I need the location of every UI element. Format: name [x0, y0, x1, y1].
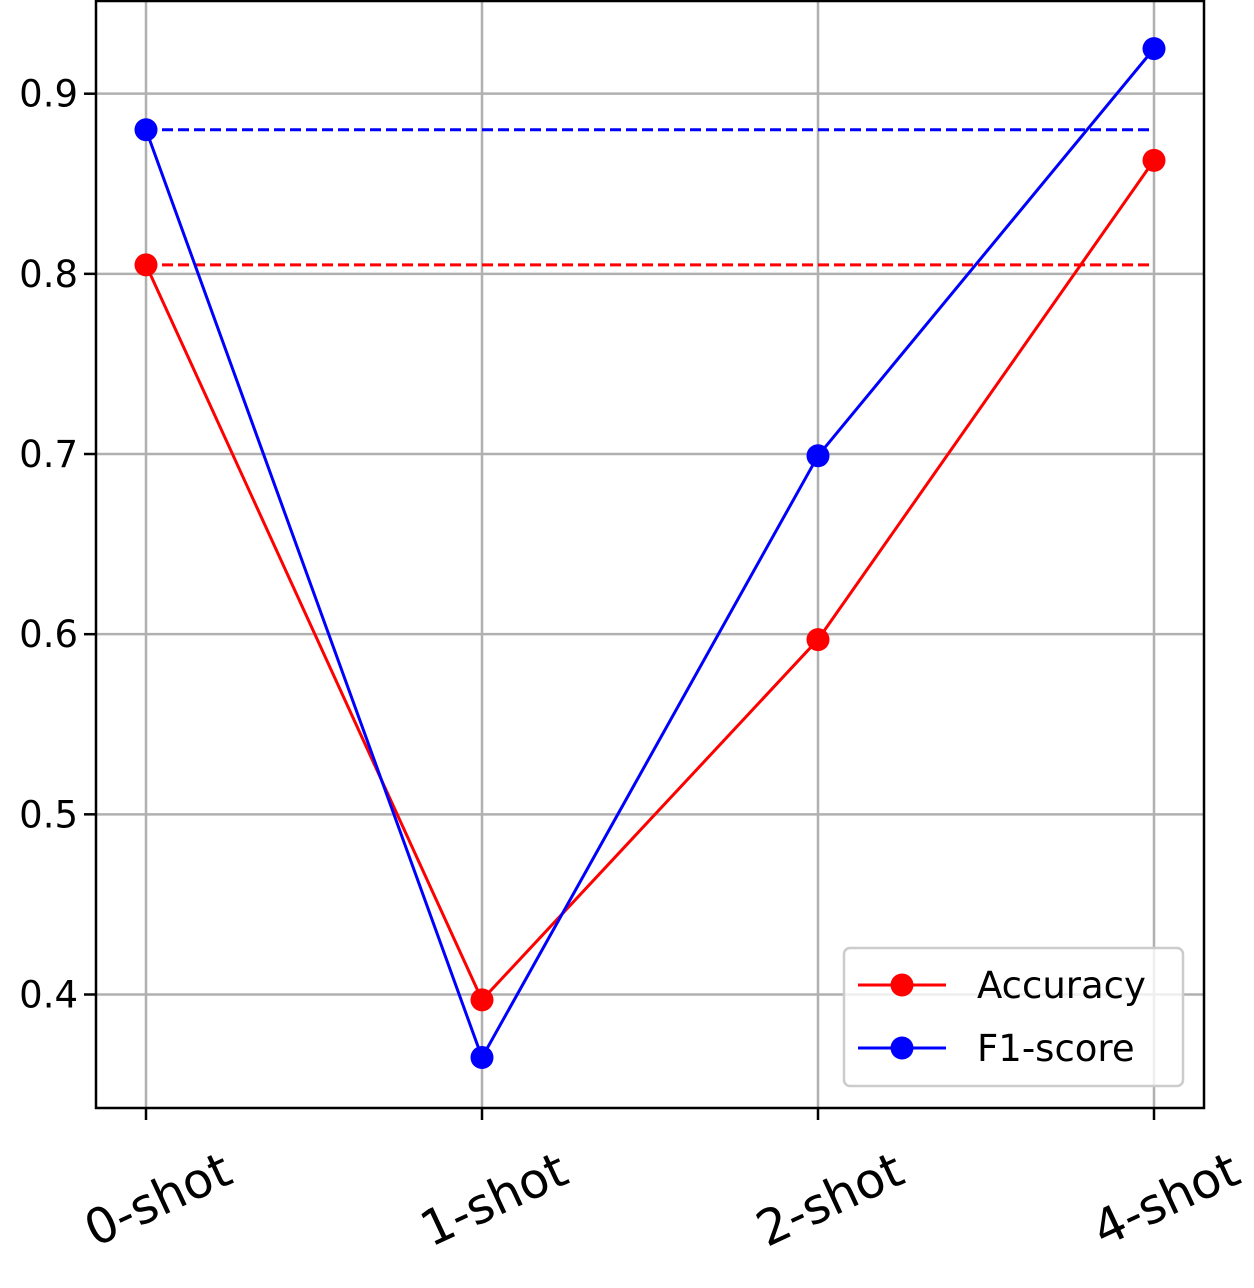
ytick-label-5: 0.9: [19, 73, 78, 116]
series-group: [134, 37, 1166, 1070]
xtick-label-0: 0-shot: [76, 1141, 240, 1258]
ytick-label-0: 0.4: [19, 973, 78, 1016]
data-point-1-1: [470, 1046, 494, 1070]
data-point-0-2: [806, 628, 830, 652]
legend: Accuracy F1-score: [842, 946, 1185, 1088]
data-point-1-0: [134, 118, 158, 142]
data-point-1-2: [806, 444, 830, 468]
y-axis: 0.4 0.5 0.6 0.7 0.8 0.9: [19, 73, 96, 1016]
legend-label-1: F1-score: [977, 1027, 1135, 1070]
data-point-0-3: [1142, 148, 1166, 172]
grid: [96, 0, 1204, 1108]
legend-swatch-marker-1: [890, 1036, 914, 1060]
ytick-label-2: 0.6: [19, 613, 78, 656]
xtick-label-3: 4-shot: [1084, 1141, 1248, 1258]
reference-lines: [146, 128, 1154, 267]
data-point-1-3: [1142, 37, 1166, 61]
legend-box: [842, 946, 1185, 1088]
legend-swatch-marker-0: [890, 973, 914, 997]
series-line-0: [144, 159, 1156, 1003]
data-point-0-1: [470, 988, 494, 1012]
series-line-1: [144, 47, 1156, 1062]
legend-label-0: Accuracy: [977, 964, 1146, 1007]
ytick-label-3: 0.7: [19, 433, 78, 476]
xtick-label-2: 2-shot: [748, 1141, 912, 1258]
data-point-0-0: [134, 253, 158, 277]
x-axis: 0-shot 1-shot 2-shot 4-shot: [76, 1108, 1248, 1258]
plot-frame: [94, 0, 1206, 1110]
ytick-label-4: 0.8: [19, 253, 78, 296]
ytick-label-1: 0.5: [19, 793, 78, 836]
xtick-label-1: 1-shot: [412, 1141, 576, 1258]
